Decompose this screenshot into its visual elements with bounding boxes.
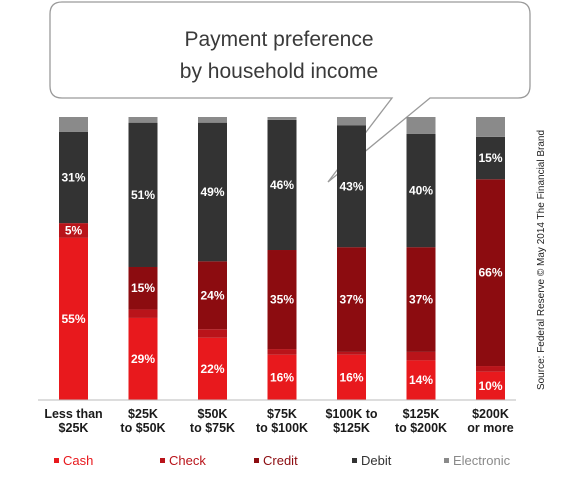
data-label-credit-25k-to-50k: 15% xyxy=(131,281,155,295)
bar-segment-credit-200k-or-more xyxy=(476,179,505,367)
x-tick-label-50k-to-75k: $50K to $75K xyxy=(190,407,235,435)
bar-segment-credit-25k-to-50k xyxy=(128,266,158,310)
legend-swatch-cash xyxy=(54,458,59,463)
x-tick-label-125k-to-200k: $125K to $200K xyxy=(395,407,447,435)
bar-segment-debit-100k-to-125k xyxy=(337,125,366,248)
data-label-credit-200k-or-more: 66% xyxy=(478,266,502,280)
legend-swatch-check xyxy=(160,458,165,463)
data-label-credit-125k-to-200k: 37% xyxy=(409,293,433,307)
data-label-credit-50k-to-75k: 24% xyxy=(200,288,224,302)
legend: Cash Check Credit Debit Electronic xyxy=(54,453,511,468)
bar-segment-check-25k-to-50k xyxy=(128,309,158,318)
bar-segment-cash-75k-to-100k xyxy=(267,354,297,400)
bar-segment-credit-75k-to-100k xyxy=(267,250,297,350)
bar-segment-credit-100k-to-125k xyxy=(337,247,366,352)
bar-segment-credit-50k-to-75k xyxy=(198,261,227,330)
data-label-credit-75k-to-100k: 35% xyxy=(270,293,294,307)
x-tick-label-100k-to-125k: $100K to $125K xyxy=(325,407,377,435)
legend-swatch-debit xyxy=(352,458,357,463)
data-label-cash-200k-or-more: 10% xyxy=(478,379,502,393)
bar-segment-check-100k-to-125k xyxy=(337,351,366,355)
data-label-check-less-than-25k: 5% xyxy=(65,223,83,237)
legend-label-electronic: Electronic xyxy=(453,453,511,468)
bar-segment-check-less-than-25k xyxy=(59,223,88,238)
data-label-cash-125k-to-200k: 14% xyxy=(409,373,433,387)
legend-label-debit: Debit xyxy=(361,453,392,468)
bar-segment-debit-75k-to-100k xyxy=(267,119,297,251)
bar-segment-check-200k-or-more xyxy=(476,366,505,372)
bar-segment-debit-less-than-25k xyxy=(59,131,88,224)
data-label-cash-less-than-25k: 55% xyxy=(61,312,85,326)
bar-segment-debit-125k-to-200k xyxy=(406,133,436,248)
bar-segment-check-125k-to-200k xyxy=(406,351,436,361)
x-tick-label-75k-to-100k: $75K to $100K xyxy=(256,407,308,435)
bar-segment-cash-100k-to-125k xyxy=(337,354,366,400)
data-label-debit-75k-to-100k: 46% xyxy=(270,178,294,192)
bar-segment-cash-50k-to-75k xyxy=(198,337,227,400)
data-label-debit-100k-to-125k: 43% xyxy=(339,179,363,193)
data-label-cash-100k-to-125k: 16% xyxy=(339,370,363,384)
bar-segment-electronic-200k-or-more xyxy=(476,117,505,137)
bar-segment-electronic-less-than-25k xyxy=(59,117,88,132)
legend-label-cash: Cash xyxy=(63,453,93,468)
bar-segment-debit-25k-to-50k xyxy=(128,122,158,267)
bar-segment-check-50k-to-75k xyxy=(198,329,227,338)
chart-title-line-2: by household income xyxy=(180,60,378,83)
bar-segment-cash-25k-to-50k xyxy=(128,317,158,400)
legend-swatch-credit xyxy=(254,458,259,463)
bars-group xyxy=(59,117,505,400)
legend-label-credit: Credit xyxy=(263,453,298,468)
bar-segment-check-75k-to-100k xyxy=(267,349,297,355)
source-note: Source: Federal Reserve © May 2014 The F… xyxy=(536,130,547,390)
segment-labels-group: 55% 5% 31% 29% 15% 51% 22% 24% 49% 16% 35% 46% 16% 37… xyxy=(61,151,502,393)
title-callout-bubble xyxy=(49,1,531,183)
data-label-debit-125k-to-200k: 40% xyxy=(409,184,433,198)
bar-segment-credit-125k-to-200k xyxy=(406,247,436,352)
x-tick-label-less-than-25k: Less than $25K xyxy=(44,407,102,435)
bar-segment-electronic-125k-to-200k xyxy=(406,117,436,134)
legend-label-check: Check xyxy=(169,453,206,468)
x-tick-labels-group: Less than $25K $25K to $50K $50K to $75K $75K t… xyxy=(44,407,513,435)
bar-segment-cash-200k-or-more xyxy=(476,371,505,400)
data-label-debit-less-than-25k: 31% xyxy=(61,170,85,184)
data-label-credit-100k-to-125k: 37% xyxy=(339,293,363,307)
chart-title-line-1: Payment preference xyxy=(184,28,373,51)
bar-segment-electronic-100k-to-125k xyxy=(337,117,366,126)
data-label-debit-25k-to-50k: 51% xyxy=(131,188,155,202)
data-label-cash-75k-to-100k: 16% xyxy=(270,370,294,384)
bar-segment-cash-125k-to-200k xyxy=(406,360,436,400)
data-label-debit-200k-or-more: 15% xyxy=(478,151,502,165)
title-callout: Payment preference by household income xyxy=(49,1,531,183)
x-tick-label-25k-to-50k: $25K to $50K xyxy=(120,407,165,435)
data-label-debit-50k-to-75k: 49% xyxy=(200,185,224,199)
bar-segment-cash-less-than-25k xyxy=(59,237,88,400)
data-label-cash-50k-to-75k: 22% xyxy=(200,362,224,376)
bar-segment-electronic-75k-to-100k xyxy=(267,117,297,120)
bar-segment-debit-50k-to-75k xyxy=(198,122,227,262)
legend-swatch-electronic xyxy=(444,458,449,463)
bar-segment-debit-200k-or-more xyxy=(476,136,505,180)
bar-segment-electronic-25k-to-50k xyxy=(128,117,158,123)
data-label-cash-25k-to-50k: 29% xyxy=(131,352,155,366)
bar-segment-electronic-50k-to-75k xyxy=(198,117,227,123)
x-tick-label-200k-or-more: $200K or more xyxy=(467,407,514,435)
